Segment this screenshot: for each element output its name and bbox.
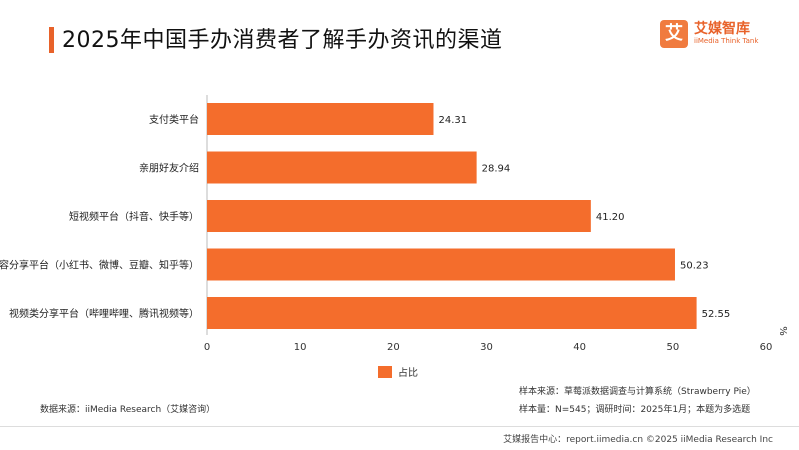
data-source-note: 数据来源：iiMedia Research（艾媒咨询） [40,405,216,415]
category-label-3: 短视频平台（抖音、快手等） [69,210,199,223]
bar-3 [207,200,591,232]
footer-text: 艾媒报告中心：report.iimedia.cn ©2025 iiMedia R… [503,435,773,445]
x-tick-label-5: 50 [666,342,679,353]
category-label-4: 内容分享平台（小红书、微博、豆瓣、知乎等） [0,259,199,272]
brand-name: 艾媒智库 [694,21,750,37]
x-tick-label-3: 30 [480,342,493,353]
category-label-1: 支付类平台 [149,113,199,126]
sample-source-note: 样本来源：草莓派数据调查与计算系统（Strawberry Pie） [519,387,756,397]
legend-label: 占比 [398,368,418,379]
title-accent-bar [49,27,54,53]
value-label-2: 28.94 [482,164,511,175]
x-axis-unit: % [777,326,788,336]
footer-divider [0,426,799,427]
bar-5 [207,297,697,329]
brand-logo-icon: 艾 [660,20,688,48]
bar-2 [207,151,477,184]
value-label-4: 50.23 [680,261,709,272]
value-label-3: 41.20 [596,212,625,223]
x-tick-label-1: 10 [294,342,307,353]
bar-1 [207,103,434,135]
bar-4 [207,248,675,281]
value-label-1: 24.31 [438,115,467,126]
brand-subtitle: iiMedia Think Tank [694,37,759,45]
sample-size-note: 样本量：N=545；调研时间：2025年1月；本题为多选题 [519,405,751,415]
page-title: 2025年中国手办消费者了解手办资讯的渠道 [62,28,503,53]
x-tick-label-6: 60 [760,342,773,353]
x-tick-label-0: 0 [204,342,210,353]
category-label-2: 亲朋好友介绍 [139,162,199,175]
category-label-5: 视频类分享平台（哔哩哔哩、腾讯视频等） [9,307,199,320]
x-tick-label-4: 40 [573,342,586,353]
brand-logo: 艾 艾媒智库 iiMedia Think Tank [660,18,780,52]
value-label-5: 52.55 [702,309,731,320]
x-tick-label-2: 20 [387,342,400,353]
legend-swatch [378,366,392,378]
